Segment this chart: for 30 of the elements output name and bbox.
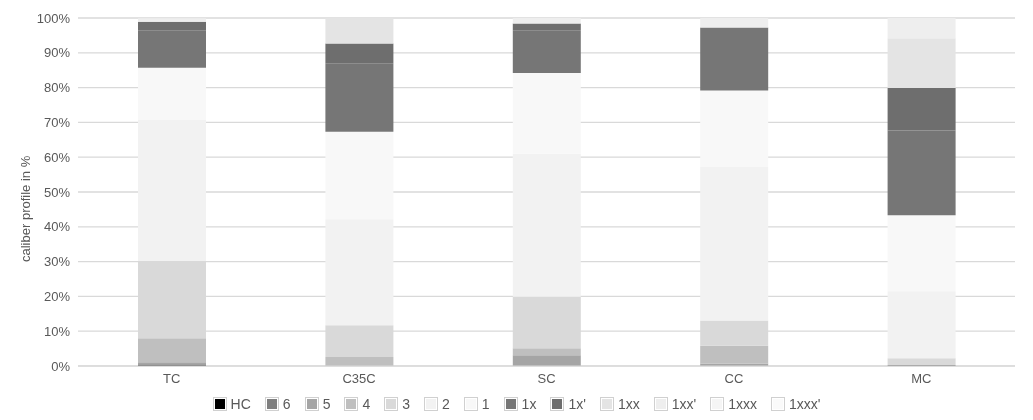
y-tick-label: 90%: [43, 45, 71, 61]
y-tick-label: 70%: [43, 115, 71, 131]
y-tick-label: 80%: [43, 80, 71, 96]
y-tick-label: 100%: [36, 10, 71, 26]
legend-label: 1xx': [671, 396, 697, 412]
x-tick-label: TC: [163, 371, 181, 387]
x-tick-label: SC: [537, 371, 556, 387]
legend-label: 1xxx': [788, 396, 821, 412]
legend-label: 2: [442, 396, 450, 412]
y-tick-label: 50%: [43, 184, 71, 200]
legend-label: 5: [322, 396, 331, 412]
legend-label: 4: [362, 396, 371, 412]
x-tick-label: C35C: [342, 371, 376, 387]
legend-label: 6: [282, 396, 291, 412]
legend-label: 1xxx: [728, 396, 757, 412]
x-tick-label: CC: [724, 371, 744, 387]
y-axis-title: caliber profile in %: [17, 155, 33, 262]
x-tick-label: MC: [911, 371, 932, 387]
legend-label: 1xx: [617, 396, 640, 412]
y-tick-label: 0%: [51, 358, 71, 374]
y-tick-label: 20%: [43, 289, 71, 305]
legend-label: 1: [481, 396, 490, 412]
legend-label: 1x': [568, 396, 586, 412]
y-tick-label: 60%: [43, 149, 71, 165]
legend-label: 3: [402, 396, 411, 412]
y-tick-label: 30%: [43, 254, 71, 270]
y-tick-label: 10%: [43, 323, 71, 339]
legend-label: 1x: [521, 396, 537, 412]
y-tick-label: 40%: [43, 219, 71, 235]
legend-label: HC: [230, 396, 251, 412]
